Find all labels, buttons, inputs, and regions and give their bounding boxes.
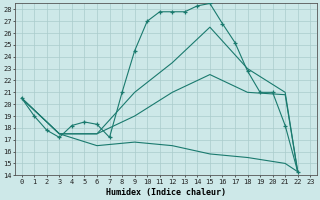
X-axis label: Humidex (Indice chaleur): Humidex (Indice chaleur) xyxy=(106,188,226,197)
